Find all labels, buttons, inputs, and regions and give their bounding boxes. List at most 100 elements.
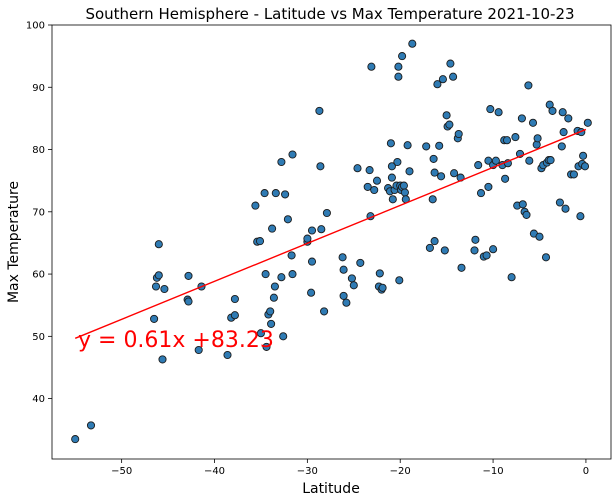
data-point: [399, 181, 408, 190]
data-point: [450, 169, 459, 178]
data-point: [262, 342, 271, 351]
data-point: [372, 176, 382, 185]
data-point: [267, 319, 276, 328]
data-point: [353, 164, 362, 173]
data-point: [580, 162, 590, 171]
data-point: [569, 170, 578, 179]
data-point: [316, 162, 325, 171]
data-point: [303, 234, 312, 243]
data-point: [154, 240, 163, 249]
data-point: [518, 200, 527, 209]
data-point: [365, 166, 374, 175]
x-tick-label: −50: [111, 466, 132, 477]
regression-equation-label: y = 0.61x +83.23: [78, 328, 274, 353]
data-point: [403, 141, 412, 150]
data-point: [482, 251, 491, 260]
y-axis: 40 50 60 70 80 90 100: [26, 21, 52, 405]
data-point: [255, 237, 265, 246]
data-point: [408, 39, 417, 48]
data-point: [528, 118, 538, 127]
data-point: [387, 162, 396, 171]
data-point: [223, 350, 232, 360]
data-point: [579, 151, 588, 160]
data-point: [430, 237, 439, 246]
plot-area: [71, 39, 592, 444]
data-point: [484, 182, 493, 191]
data-point: [564, 114, 573, 123]
data-point: [576, 212, 585, 221]
regression-line: [74, 128, 587, 339]
data-point: [428, 195, 437, 204]
data-point: [378, 283, 387, 292]
y-axis-label: Max Temperature: [6, 181, 22, 303]
data-point: [433, 80, 442, 89]
data-point: [438, 75, 447, 84]
data-point: [491, 156, 500, 165]
data-point: [583, 118, 592, 127]
data-point: [266, 307, 275, 316]
data-point: [270, 282, 279, 291]
data-point: [339, 265, 348, 274]
data-point: [535, 232, 544, 241]
data-point: [287, 251, 296, 260]
data-point: [548, 106, 557, 115]
x-tick-label: 0: [583, 466, 589, 477]
data-point: [160, 284, 169, 294]
data-point: [533, 134, 542, 143]
data-point: [422, 142, 431, 151]
x-tick-label: −40: [204, 466, 225, 477]
data-point: [307, 288, 316, 297]
data-point: [184, 271, 193, 280]
data-point: [405, 167, 414, 176]
data-point: [425, 243, 434, 252]
data-point: [230, 294, 239, 304]
data-point: [445, 120, 454, 129]
data-point: [558, 108, 567, 117]
data-point: [557, 142, 566, 151]
data-point: [279, 332, 288, 341]
data-point: [430, 168, 439, 177]
data-point: [486, 105, 495, 114]
data-point: [449, 72, 458, 81]
data-point: [437, 172, 446, 181]
x-axis: −50 −40 −30 −20 −10 0: [111, 459, 589, 477]
data-point: [261, 270, 270, 279]
data-point: [339, 291, 348, 300]
data-point: [251, 201, 260, 210]
y-tick-label: 100: [26, 21, 45, 32]
data-point: [363, 182, 372, 191]
data-point: [400, 188, 409, 197]
data-point: [442, 111, 451, 120]
plot-frame: [51, 24, 612, 460]
y-tick-label: 60: [32, 270, 45, 281]
data-point: [256, 329, 265, 338]
y-tick-label: 80: [32, 145, 45, 156]
x-tick-label: −20: [390, 466, 411, 477]
data-point: [150, 314, 159, 323]
data-point: [387, 173, 396, 182]
x-axis-label: Latitude: [302, 481, 360, 497]
data-point: [86, 421, 96, 430]
data-point: [288, 270, 297, 279]
data-point: [507, 273, 516, 282]
y-tick-label: 70: [32, 207, 45, 218]
x-tick-label: −30: [297, 466, 318, 477]
y-tick-label: 50: [32, 332, 45, 343]
y-tick-label: 40: [32, 394, 45, 405]
data-point: [494, 108, 503, 117]
data-point: [349, 281, 358, 290]
data-point: [281, 190, 290, 199]
data-point: [524, 81, 533, 90]
data-point: [320, 307, 329, 316]
data-point: [454, 129, 463, 139]
data-point: [435, 141, 444, 150]
data-point: [307, 226, 317, 235]
data-point: [470, 246, 479, 255]
y-tick-label: 90: [32, 83, 45, 94]
data-point: [446, 59, 455, 68]
data-point: [307, 257, 317, 266]
data-point: [322, 208, 331, 218]
data-point: [154, 271, 163, 280]
